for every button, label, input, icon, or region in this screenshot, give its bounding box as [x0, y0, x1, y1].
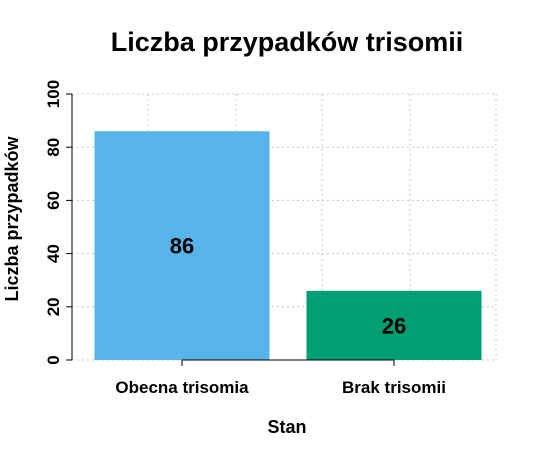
- data-labels: 86 26: [170, 234, 406, 339]
- y-tick-label: 80: [44, 138, 63, 157]
- x-axis-title: Stan: [267, 417, 306, 437]
- y-tick-label: 20: [44, 297, 63, 316]
- y-axis-title: Liczba przypadków: [2, 135, 22, 301]
- bar-value-label: 26: [382, 313, 406, 338]
- y-ticks: 0 20 40 60 80 100: [44, 80, 72, 365]
- axes: [71, 94, 394, 361]
- y-tick-label: 60: [44, 191, 63, 210]
- bar-value-label: 86: [170, 234, 194, 259]
- y-tick-label: 40: [44, 244, 63, 263]
- x-tick-label: Obecna trisomia: [115, 378, 249, 397]
- bars: [94, 131, 482, 360]
- chart-title: Liczba przypadków trisomii: [111, 27, 464, 57]
- x-ticks: Obecna trisomia Brak trisomii: [115, 360, 446, 397]
- bar: [94, 131, 270, 360]
- y-tick-label: 100: [44, 80, 63, 108]
- bar: [306, 290, 482, 360]
- x-tick-label: Brak trisomii: [342, 378, 446, 397]
- y-tick-label: 0: [44, 355, 63, 364]
